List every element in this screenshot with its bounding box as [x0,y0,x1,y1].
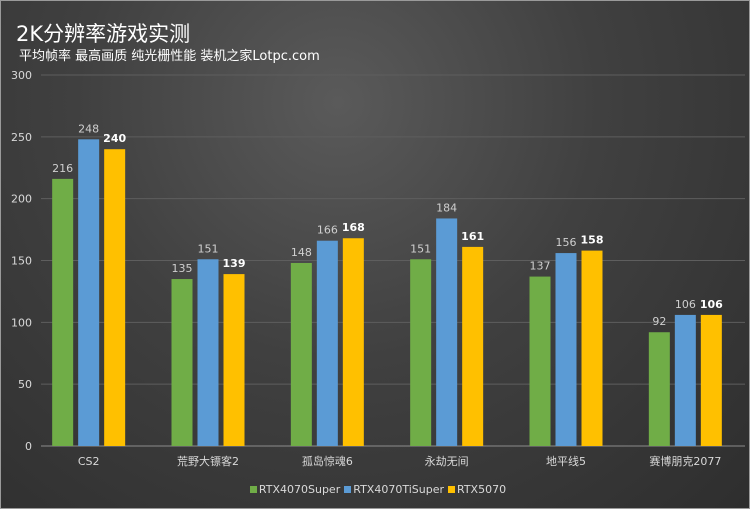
data-label: 168 [342,221,365,234]
data-label: 151 [410,242,431,255]
bar [410,259,432,446]
data-label: 216 [52,162,73,175]
bar [290,262,312,446]
bar [342,238,364,446]
legend-swatch [249,486,257,493]
y-tick-label: 50 [18,378,32,391]
bar [700,314,722,446]
y-tick-label: 100 [11,316,32,329]
legend-label: RTX4070Super [258,483,341,496]
legend-label: RTX4070TiSuper [353,483,444,496]
y-tick-label: 150 [11,255,32,268]
legend-swatch [448,486,455,493]
x-tick-label: 孤岛惊魂6 [302,454,353,468]
data-label: 158 [581,234,604,247]
data-label: 240 [103,132,126,145]
bar [462,246,484,446]
x-tick-label: CS2 [78,455,100,468]
x-tick-label: 永劫无间 [425,454,469,468]
y-tick-label: 250 [11,131,32,144]
data-label: 184 [436,201,457,214]
data-label: 248 [78,122,99,135]
data-label: 148 [291,246,312,259]
chart-title: 2K分辨率游戏实测 [16,22,191,46]
data-label: 156 [556,236,577,249]
x-tick-label: 荒野大镖客2 [177,454,239,468]
bar [104,149,126,446]
bar [223,274,245,446]
data-label: 135 [172,262,193,275]
data-label: 166 [317,224,338,237]
data-label: 139 [223,257,246,270]
bar [581,250,603,446]
bar [529,276,551,446]
data-label: 151 [198,242,219,255]
bar [648,332,670,446]
bar [316,240,338,446]
bar [171,279,193,446]
bar [674,314,696,446]
legend: RTX4070Super RTX4070TiSuper RTX5070 [1,483,750,496]
x-tick-label: 赛博朋克2077 [649,454,721,468]
legend-swatch [344,486,352,493]
data-label: 92 [652,315,666,328]
y-tick-label: 300 [11,69,32,82]
bar [197,259,219,446]
chart-subtitle: 平均帧率 最高画质 纯光栅性能 装机之家Lotpc.com [19,49,320,64]
bar [78,139,100,446]
legend-label: RTX5070 [457,483,507,496]
data-label: 106 [675,298,696,311]
x-tick-label: 地平线5 [546,454,586,468]
bar [436,218,458,446]
bar [52,178,74,446]
bar [555,253,577,446]
data-label: 161 [461,230,484,243]
data-label: 137 [530,260,551,273]
y-tick-label: 0 [25,440,32,453]
y-tick-label: 200 [11,193,32,206]
data-label: 106 [700,298,723,311]
